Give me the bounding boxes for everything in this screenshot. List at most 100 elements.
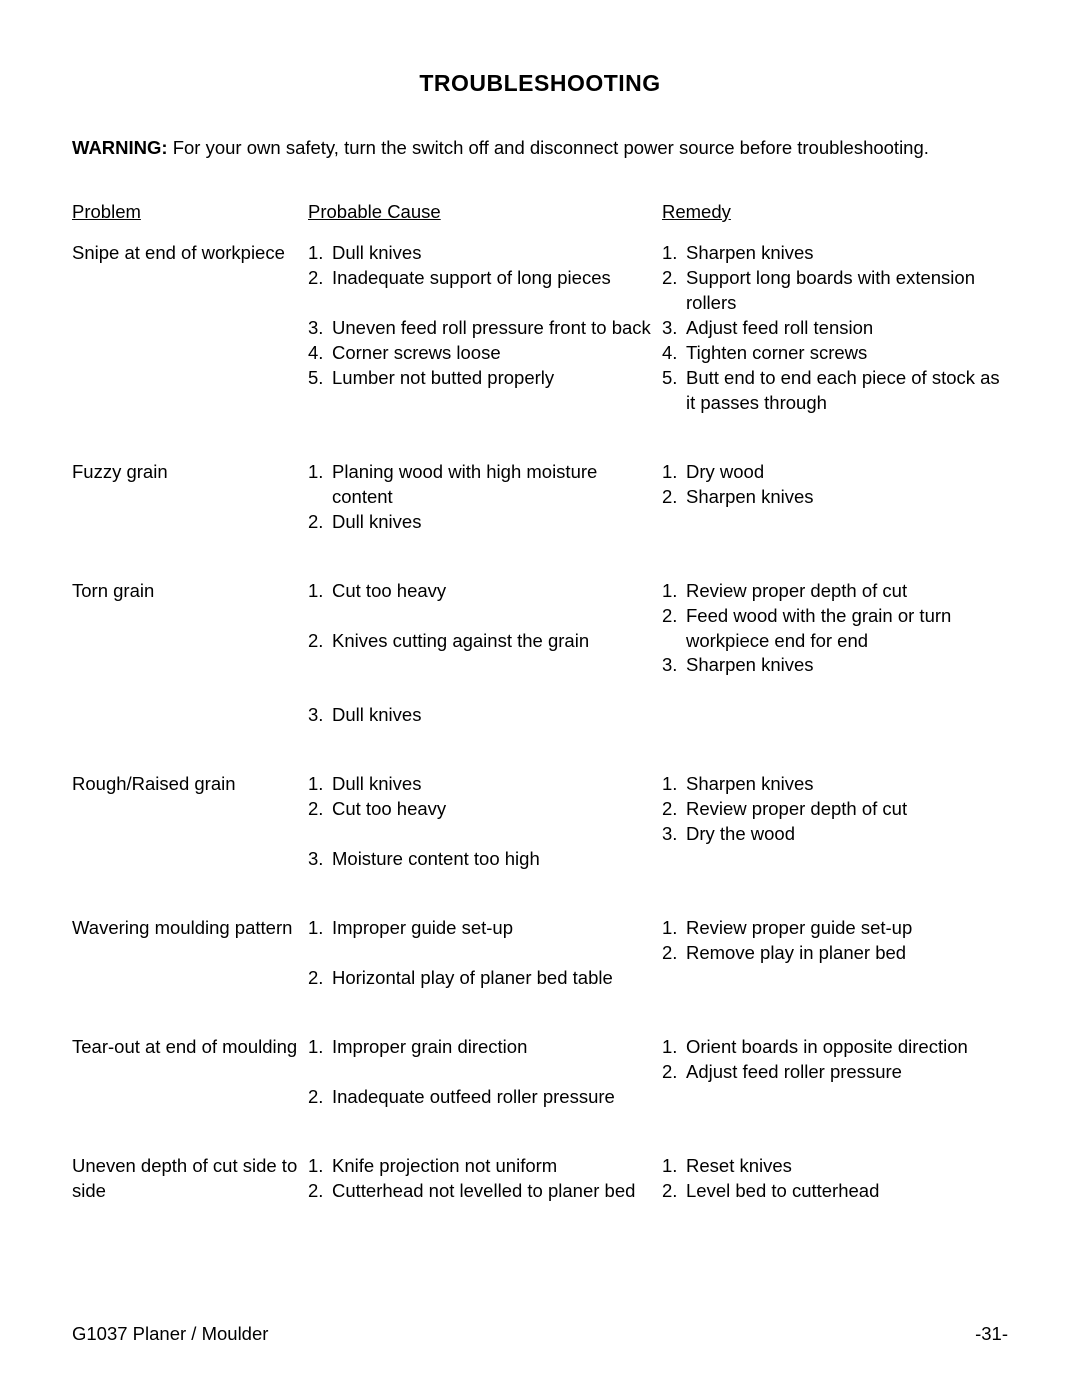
remedy-item: 3.Adjust feed roll tension — [662, 316, 1008, 341]
list-text: Sharpen knives — [686, 485, 1008, 510]
list-text: Moisture content too high — [332, 847, 662, 872]
cause-item: 1.Improper guide set-up — [308, 916, 662, 941]
list-number — [308, 822, 328, 847]
list-number — [308, 941, 328, 966]
list-number: 3. — [308, 316, 328, 341]
remedy-cell: 1.Sharpen knives2.Support long boards wi… — [662, 241, 1008, 416]
header-remedy: Remedy — [662, 201, 1008, 223]
problem-cell: Tear-out at end of moulding — [72, 1035, 308, 1110]
cause-cell: 1.Improper guide set-up 2.Horizontal pla… — [308, 916, 662, 991]
list-number: 1. — [662, 1154, 682, 1179]
list-number: 1. — [662, 241, 682, 266]
list-text — [332, 653, 662, 678]
problem-cell: Uneven depth of cut side to side — [72, 1154, 308, 1204]
list-number: 1. — [308, 1154, 328, 1179]
list-text: Dry the wood — [686, 822, 1008, 847]
list-text: Remove play in planer bed — [686, 941, 1008, 966]
list-text: Dull knives — [332, 772, 662, 797]
list-text: Orient boards in opposite direction — [686, 1035, 1008, 1060]
list-text: Tighten corner screws — [686, 341, 1008, 366]
list-text — [332, 941, 662, 966]
list-number: 2. — [308, 629, 328, 654]
list-text: Corner screws loose — [332, 341, 662, 366]
list-number: 5. — [662, 366, 682, 416]
list-number: 2. — [308, 966, 328, 991]
list-text: Uneven feed roll pressure front to back — [332, 316, 662, 341]
warning-label: WARNING: — [72, 137, 168, 158]
list-text — [332, 604, 662, 629]
problem-cell: Snipe at end of workpiece — [72, 241, 308, 416]
footer-left: G1037 Planer / Moulder — [72, 1323, 268, 1345]
list-text: Adjust feed roll tension — [686, 316, 1008, 341]
list-number: 1. — [308, 772, 328, 797]
remedy-item: 4.Tighten corner screws — [662, 341, 1008, 366]
warning-line: WARNING: For your own safety, turn the s… — [72, 135, 1008, 161]
cause-item — [308, 941, 662, 966]
cause-cell: 1.Improper grain direction 2.Inadequate … — [308, 1035, 662, 1110]
list-text: Sharpen knives — [686, 653, 1008, 678]
list-number: 1. — [662, 460, 682, 485]
cause-item: 1.Dull knives — [308, 241, 662, 266]
list-number: 1. — [308, 241, 328, 266]
list-text: Level bed to cutterhead — [686, 1179, 1008, 1204]
list-number: 2. — [662, 485, 682, 510]
list-number: 3. — [662, 316, 682, 341]
remedy-item: 2.Adjust feed roller pressure — [662, 1060, 1008, 1085]
cause-item: 2.Inadequate outfeed roller pressure — [308, 1085, 662, 1110]
row-spacer — [72, 416, 1008, 460]
list-text: Dull knives — [332, 241, 662, 266]
cause-item: 2.Knives cutting against the grain — [308, 629, 662, 654]
list-number: 3. — [308, 847, 328, 872]
remedy-cell: 1.Dry wood2.Sharpen knives — [662, 460, 1008, 535]
list-text: Review proper depth of cut — [686, 579, 1008, 604]
cause-cell: 1.Dull knives2.Cut too heavy 3.Moisture … — [308, 772, 662, 872]
list-number: 1. — [308, 460, 328, 510]
list-text — [332, 291, 662, 316]
header-cause: Probable Cause — [308, 201, 662, 223]
list-text: Sharpen knives — [686, 241, 1008, 266]
cause-item: 2.Horizontal play of planer bed table — [308, 966, 662, 991]
remedy-item: 5.Butt end to end each piece of stock as… — [662, 366, 1008, 416]
remedy-cell: 1.Orient boards in opposite direction2.A… — [662, 1035, 1008, 1110]
cause-item: 2.Cutterhead not levelled to planer bed — [308, 1179, 662, 1204]
list-number: 2. — [662, 941, 682, 966]
header-problem: Problem — [72, 201, 308, 223]
cause-item: 1.Dull knives — [308, 772, 662, 797]
list-text: Inadequate support of long pieces — [332, 266, 662, 291]
list-number: 1. — [308, 579, 328, 604]
list-number: 1. — [662, 579, 682, 604]
list-text: Review proper depth of cut — [686, 797, 1008, 822]
cause-item: 2.Dull knives — [308, 510, 662, 535]
list-text: Butt end to end each piece of stock as i… — [686, 366, 1008, 416]
cause-item: 1.Knife projection not uniform — [308, 1154, 662, 1179]
list-number: 1. — [662, 772, 682, 797]
remedy-item: 1.Sharpen knives — [662, 241, 1008, 266]
list-number: 3. — [662, 822, 682, 847]
list-text: Improper grain direction — [332, 1035, 662, 1060]
problem-cell: Wavering moulding pattern — [72, 916, 308, 991]
remedy-item: 1.Dry wood — [662, 460, 1008, 485]
list-text: Planing wood with high moisture content — [332, 460, 662, 510]
remedy-item: 1.Orient boards in opposite direction — [662, 1035, 1008, 1060]
cause-item: 3.Uneven feed roll pressure front to bac… — [308, 316, 662, 341]
list-number: 1. — [308, 916, 328, 941]
remedy-item: 2.Level bed to cutterhead — [662, 1179, 1008, 1204]
list-number: 2. — [662, 1060, 682, 1085]
problem-cell: Rough/Raised grain — [72, 772, 308, 872]
cause-cell: 1.Knife projection not uniform2.Cutterhe… — [308, 1154, 662, 1204]
list-number: 2. — [662, 1179, 682, 1204]
list-text — [332, 678, 662, 703]
list-number: 2. — [308, 797, 328, 822]
problem-cell: Torn grain — [72, 579, 308, 729]
row-spacer — [72, 535, 1008, 579]
list-number — [308, 1060, 328, 1085]
row-spacer — [72, 1110, 1008, 1154]
row-spacer — [72, 872, 1008, 916]
troubleshooting-table: Problem Probable Cause Remedy Snipe at e… — [72, 201, 1008, 1204]
footer-right: -31- — [975, 1323, 1008, 1345]
list-number: 1. — [308, 1035, 328, 1060]
cause-cell: 1.Dull knives2.Inadequate support of lon… — [308, 241, 662, 416]
cause-item: 2.Cut too heavy — [308, 797, 662, 822]
warning-text: For your own safety, turn the switch off… — [168, 137, 929, 158]
list-text: Review proper guide set-up — [686, 916, 1008, 941]
